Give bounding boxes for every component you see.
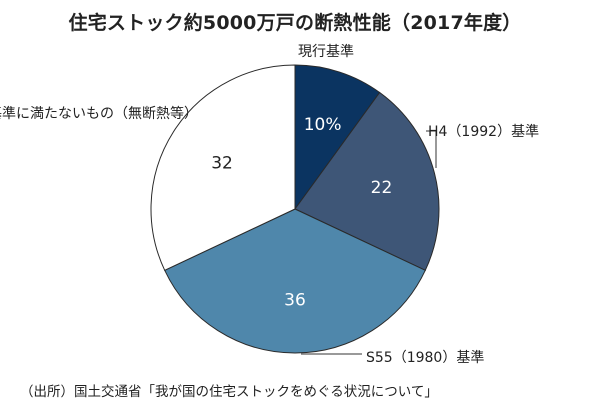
leader-lines bbox=[301, 130, 437, 355]
slice-4 bbox=[150, 64, 296, 271]
slice-2-value-label: 22 bbox=[371, 178, 393, 198]
slice-3-value-label: 36 bbox=[284, 291, 306, 311]
slice-2-category-label: H4（1992）基準 bbox=[428, 123, 539, 140]
slice-4-value-label: 32 bbox=[211, 154, 233, 174]
slice-1-value-label: 10% bbox=[304, 115, 342, 135]
slice-1-category-label: 現行基準 bbox=[298, 43, 354, 60]
pie-slices bbox=[150, 64, 440, 354]
slice-3 bbox=[164, 208, 426, 354]
chart-title: 住宅ストック約5000万戸の断熱性能（2017年度） bbox=[68, 12, 522, 34]
slice-labels: 現行基準 H4（1992）基準 S55（1980）基準 S55基準に満たないもの（無断… bbox=[0, 43, 539, 366]
source-note: （出所）国土交通省「我が国の住宅ストックをめぐる状況について」 bbox=[20, 384, 438, 400]
slice-3-category-label: S55（1980）基準 bbox=[366, 349, 484, 366]
slice-1 bbox=[294, 64, 381, 211]
slice-4-category-label: S55基準に満たないもの（無断熱等） bbox=[0, 105, 198, 122]
slice-values: 10% 22 36 32 bbox=[211, 115, 392, 311]
slice-2-leader-line bbox=[426, 130, 437, 168]
